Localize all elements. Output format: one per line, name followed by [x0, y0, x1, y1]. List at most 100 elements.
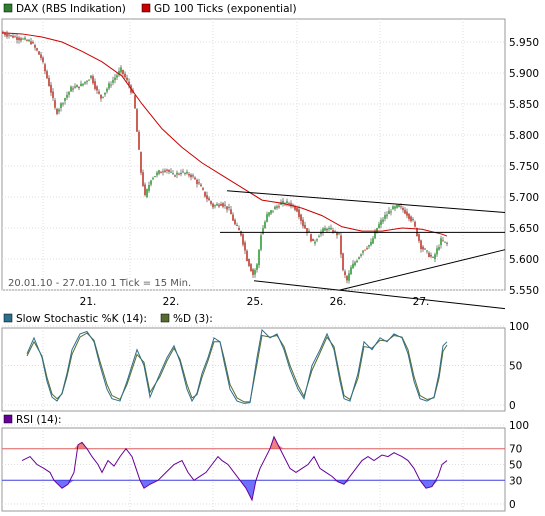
- rsi-panel: RSI (14): 100 70 50 30 0: [1, 414, 529, 512]
- candle-body: [228, 206, 230, 208]
- candle-body: [84, 81, 86, 84]
- candle-body: [370, 241, 372, 246]
- candle-body: [220, 203, 222, 206]
- candle-body: [186, 171, 188, 174]
- candle-body: [24, 37, 26, 40]
- candle-body: [90, 75, 92, 78]
- candle-body: [262, 228, 264, 235]
- trendline: [253, 280, 506, 310]
- candle-body: [168, 169, 170, 172]
- candle-body: [188, 174, 190, 176]
- candle-body: [358, 257, 360, 259]
- candle-body: [18, 37, 20, 41]
- rsi-y-tick-labels: 100 70 50 30 0: [509, 420, 529, 511]
- candle-body: [446, 242, 448, 244]
- candle-body: [92, 76, 94, 84]
- candle-body: [158, 170, 160, 174]
- candle-body: [60, 103, 62, 108]
- rsi-y-tick-label: 100: [509, 420, 529, 432]
- candle-body: [350, 267, 352, 275]
- candle-body: [176, 172, 178, 175]
- candle-body: [120, 67, 122, 73]
- candle-body: [248, 259, 250, 266]
- candle-body: [412, 219, 414, 221]
- stoch-d-line: [26, 332, 448, 403]
- candle-body: [380, 220, 382, 225]
- candle-body: [142, 172, 144, 186]
- candle-body: [386, 214, 388, 217]
- candle-body: [424, 248, 426, 250]
- candle-body: [112, 80, 114, 83]
- candle-body: [72, 88, 74, 90]
- candle-body: [364, 249, 366, 251]
- candle-body: [222, 203, 224, 207]
- ema-line: [1, 32, 448, 237]
- candle-body: [398, 204, 400, 208]
- rsi-bands: [2, 448, 505, 481]
- candle-body: [210, 200, 212, 204]
- candle-body: [110, 84, 112, 86]
- candle-body: [152, 178, 154, 180]
- candle-body: [384, 215, 386, 219]
- candle-body: [30, 41, 32, 45]
- rsi-y-tick-label: 70: [509, 444, 522, 456]
- price-y-tick-label: 5.750: [509, 161, 539, 173]
- candle-body: [42, 57, 44, 63]
- candle-body: [296, 207, 298, 212]
- candle-body: [180, 172, 182, 174]
- stoch-grid: [2, 325, 505, 411]
- price-legend-1: DAX (RBS Indikation): [16, 3, 126, 15]
- candle-body: [114, 77, 116, 81]
- candle-body: [372, 238, 374, 244]
- candle-body: [32, 42, 34, 44]
- stoch-legend-swatch-k: [3, 313, 13, 323]
- candle-body: [440, 238, 442, 246]
- candle-body: [166, 169, 168, 171]
- candle-body: [408, 213, 410, 219]
- candle-body: [374, 231, 376, 239]
- x-tick-labels: 21. 22. 25. 26. 27.: [80, 296, 430, 308]
- rsi-oversold-fill: [58, 480, 62, 489]
- candle-body: [320, 232, 322, 235]
- candle-body: [12, 35, 14, 38]
- candle-body: [240, 231, 242, 236]
- candle-body: [62, 103, 64, 105]
- candle-body: [354, 262, 356, 266]
- price-panel: DAX (RBS Indikation) GD 100 Ticks (expon…: [1, 3, 539, 310]
- rsi-line: [21, 435, 448, 502]
- candle-body: [136, 109, 138, 132]
- candle-body: [52, 91, 54, 98]
- rsi-oversold-fill: [250, 480, 252, 501]
- candle-body: [256, 264, 258, 270]
- candle-body: [98, 91, 100, 94]
- candle-body: [196, 179, 198, 185]
- candle-body: [102, 96, 104, 98]
- candle-body: [346, 276, 348, 281]
- candle-body: [154, 176, 156, 178]
- price-y-tick-label: 5.800: [509, 130, 539, 142]
- rsi-overbought-fill: [78, 442, 82, 449]
- candle-body: [292, 204, 294, 206]
- candle-body: [382, 219, 384, 222]
- candle-body: [100, 94, 102, 99]
- candle-body: [164, 170, 166, 172]
- candle-body: [404, 209, 406, 214]
- price-y-tick-label: 5.700: [509, 192, 539, 204]
- stoch-legend-swatch-d: [160, 313, 170, 323]
- candle-body: [26, 40, 28, 42]
- candle-body: [238, 228, 240, 231]
- candle-body: [286, 201, 288, 204]
- candle-body: [356, 260, 358, 263]
- candle-body: [264, 221, 266, 228]
- candle-body: [234, 219, 236, 225]
- candle-body: [108, 83, 110, 89]
- candle-body: [10, 35, 12, 37]
- candle-body: [252, 269, 254, 275]
- price-legend-swatch-2: [141, 3, 151, 13]
- candle-body: [304, 224, 306, 229]
- x-tick-label: 21.: [80, 296, 97, 308]
- candle-body: [206, 195, 208, 200]
- candle-body: [134, 95, 136, 109]
- candle-body: [160, 172, 162, 174]
